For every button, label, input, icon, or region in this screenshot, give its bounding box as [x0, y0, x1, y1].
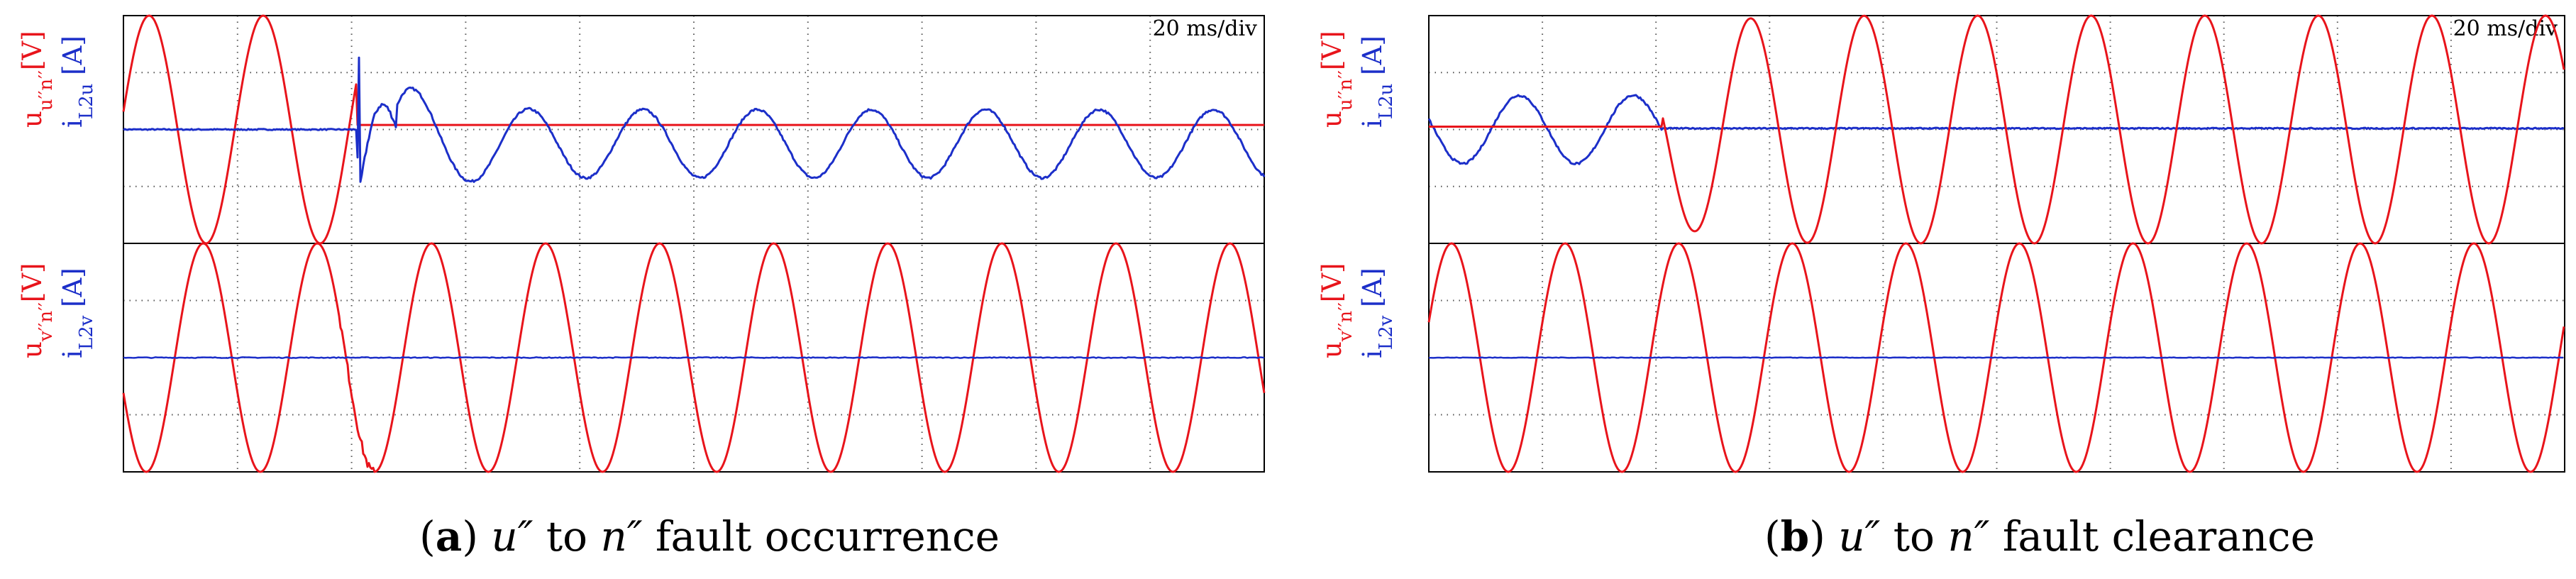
panel-a-bottom-current-label: iL2v [A]: [57, 268, 97, 358]
panel-a-bottom-series-current: [123, 356, 1265, 359]
panel-b-top-current-label: iL2u [A]: [1357, 35, 1397, 128]
panel-a-bottom-series-voltage: [122, 242, 1266, 473]
panel-b-plot: [1427, 14, 2565, 473]
panel-b-bottom-series-voltage: [1427, 242, 2565, 473]
panel-a-top-voltage-label: uu′′n′′[V]: [17, 31, 57, 128]
panel-a-plot: [122, 14, 1266, 473]
panel-b-top-series-voltage: [1429, 14, 2565, 245]
panel-b-bottom-voltage-label: uv′′n′′[V]: [1317, 263, 1356, 358]
panel-a-bottom-voltage-label: uv′′n′′[V]: [17, 263, 57, 358]
panel-a-top-ylabel: uu′′n′′[V] iL2u [A]: [17, 31, 97, 128]
panel-a-top-series-voltage: [122, 14, 1264, 245]
panel-b-bottom-current-label: iL2v [A]: [1357, 268, 1397, 358]
panel-b-top-series-current: [1427, 94, 2565, 165]
panel-b-time-scale: 20 ms/div: [2453, 16, 2558, 41]
panel-a: 20 ms/div uu′′n′′[V] iL2u [A] uv′′n′′[V]…: [17, 14, 1266, 561]
panel-b: 20 ms/div uu′′n′′[V] iL2u [A] uv′′n′′[V]…: [1317, 14, 2565, 561]
panel-b-top-ylabel: uu′′n′′[V] iL2u [A]: [1317, 31, 1397, 128]
panel-b-bottom-ylabel: uv′′n′′[V] iL2v [A]: [1317, 263, 1397, 358]
panel-a-bottom-ylabel: uv′′n′′[V] iL2v [A]: [17, 263, 97, 358]
panel-a-caption: (a) u″ to n″ fault occurrence: [419, 512, 1000, 561]
panel-b-caption: (b) u″ to n″ fault clearance: [1764, 512, 2315, 561]
panel-b-top-voltage-label: uu′′n′′[V]: [1317, 31, 1356, 128]
panel-a-top-current-label: iL2u [A]: [57, 35, 97, 128]
panel-a-time-scale: 20 ms/div: [1153, 16, 1257, 41]
panel-a-top-series-current: [123, 56, 1266, 183]
